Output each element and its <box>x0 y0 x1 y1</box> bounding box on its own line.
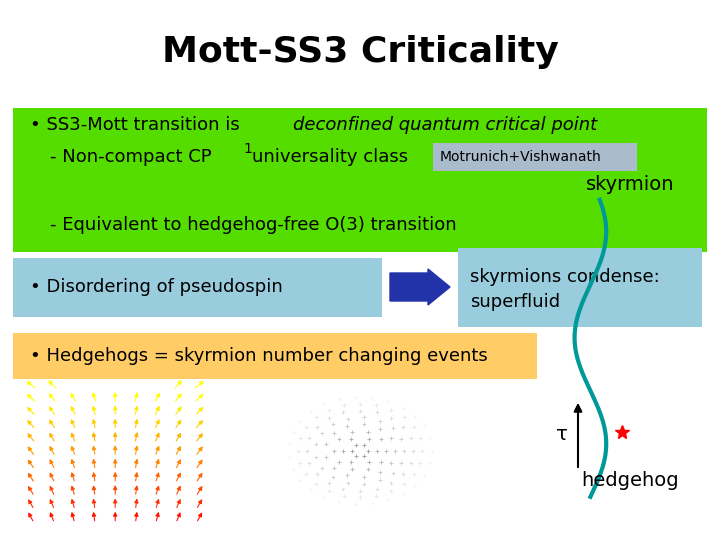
FancyBboxPatch shape <box>458 248 702 327</box>
FancyBboxPatch shape <box>13 333 537 379</box>
FancyArrow shape <box>390 269 450 305</box>
FancyBboxPatch shape <box>13 258 382 317</box>
Text: • Disordering of pseudospin: • Disordering of pseudospin <box>30 278 283 296</box>
Text: Motrunich+Vishwanath: Motrunich+Vishwanath <box>440 150 602 164</box>
Text: universality class: universality class <box>252 148 408 166</box>
Text: 1: 1 <box>243 142 252 156</box>
Text: hedgehog: hedgehog <box>581 470 679 489</box>
Text: deconfined quantum critical point: deconfined quantum critical point <box>293 116 597 134</box>
Text: - Non-compact CP: - Non-compact CP <box>50 148 212 166</box>
Text: superfluid: superfluid <box>470 293 560 311</box>
Text: • SS3-Mott transition is: • SS3-Mott transition is <box>30 116 246 134</box>
FancyBboxPatch shape <box>13 108 707 252</box>
Text: Mott-SS3 Criticality: Mott-SS3 Criticality <box>161 35 559 69</box>
Text: τ: τ <box>556 426 568 444</box>
Text: skyrmions condense:: skyrmions condense: <box>470 268 660 286</box>
Text: - Equivalent to hedgehog-free O(3) transition: - Equivalent to hedgehog-free O(3) trans… <box>50 216 456 234</box>
FancyBboxPatch shape <box>433 143 637 171</box>
Text: • Hedgehogs = skyrmion number changing events: • Hedgehogs = skyrmion number changing e… <box>30 347 487 365</box>
Text: skyrmion: skyrmion <box>586 176 674 194</box>
